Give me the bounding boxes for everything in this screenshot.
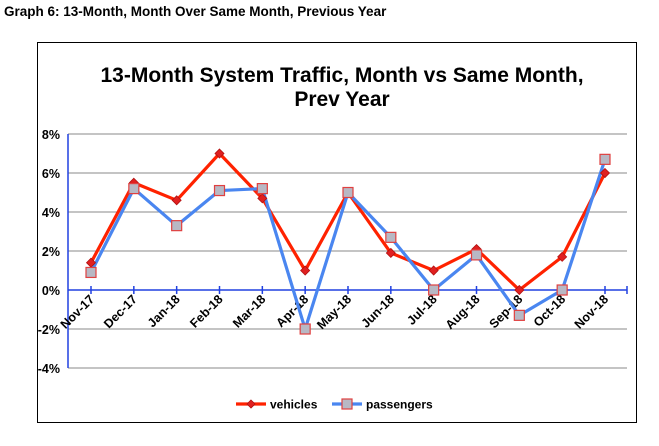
point-passengers [385,231,397,243]
x-tick-label: Jun-18 [359,292,397,330]
point-vehicles [300,265,311,276]
point-passengers [428,284,440,296]
point-vehicles [214,148,225,159]
point-passengers [599,153,611,165]
x-tick-label: Mar-18 [230,292,268,330]
legend-marker-vehicles [246,399,256,409]
point-passengers [256,183,268,195]
point-passengers [470,249,483,261]
x-tick-label: Aug-18 [443,292,483,332]
point-passengers [171,220,183,232]
point-passengers [513,309,525,321]
x-tick-label: Dec-17 [101,292,140,331]
y-tick-label: 4% [42,206,60,220]
y-tick-label: -2% [38,323,60,337]
point-vehicles [171,195,182,206]
legend-label-passengers: passengers [366,398,433,412]
data-series [85,148,611,335]
x-tick-label: May-18 [314,292,354,332]
y-tick-label: 0% [42,284,60,298]
x-tick-label: Nov-18 [572,292,611,331]
x-tick-label: Nov-17 [58,292,97,331]
point-vehicles [557,251,568,262]
y-tick-label: 2% [42,245,60,259]
y-tick-label: 6% [42,167,60,181]
point-passengers [213,184,226,197]
page-caption: Graph 6: 13-Month, Month Over Same Month… [4,4,387,19]
x-tick-label: Jan-18 [145,292,183,330]
point-passengers [128,183,140,195]
point-vehicles [257,193,268,204]
y-tick-label: 8% [42,128,60,142]
point-vehicles [599,167,611,179]
axes [67,134,628,368]
chart-title-line-2: Prev Year [294,88,389,111]
point-vehicles [428,265,439,276]
legend-label-vehicles: vehicles [270,398,318,412]
point-passengers [342,186,354,199]
point-passengers [556,284,568,296]
chart-title-line-1: 13-Month System Traffic, Month vs Same M… [100,64,583,87]
legend: vehicles passengers [236,398,433,412]
series-line-vehicles [89,151,607,292]
gridlines [68,133,627,369]
point-passengers [85,266,97,279]
legend-marker-passengers [341,398,353,410]
y-tick-label: -4% [38,362,60,376]
point-passengers [299,323,311,335]
x-axis-tick-labels: Nov-17 Dec-17 Jan-18 Feb-18 Mar-18 Apr-18 May-… [58,292,611,332]
point-vehicles [514,284,525,296]
x-tick-label: Feb-18 [187,292,225,330]
x-tick-label: Jul-18 [404,292,439,327]
y-axis-tick-labels: 8% 6% 4% 2% 0% -2% -4% [38,128,60,376]
point-vehicles [385,247,396,259]
